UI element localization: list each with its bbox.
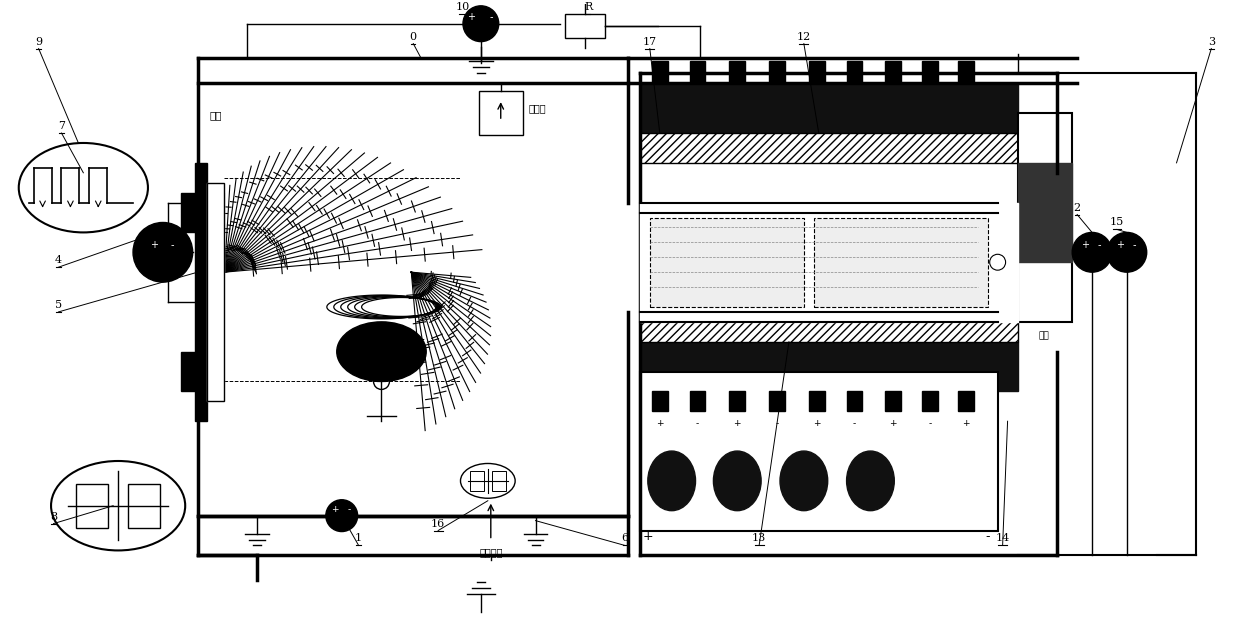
Circle shape [133, 223, 192, 282]
Bar [957, 61, 973, 83]
Circle shape [463, 6, 498, 42]
Circle shape [1107, 232, 1147, 272]
Text: +: + [813, 419, 821, 428]
Text: 反应气体: 反应气体 [479, 547, 502, 557]
Bar [769, 61, 785, 83]
Text: 6: 6 [621, 533, 629, 544]
Text: +: + [889, 419, 897, 428]
Bar [640, 342, 1018, 391]
Circle shape [326, 500, 357, 531]
Bar [640, 203, 1018, 322]
Bar [181, 193, 195, 232]
Bar [808, 61, 825, 83]
Ellipse shape [460, 464, 515, 498]
Bar [77, 484, 108, 528]
Bar [470, 471, 484, 491]
Bar [1018, 113, 1073, 322]
Bar [640, 133, 1018, 163]
Bar [640, 371, 998, 531]
Text: +: + [642, 531, 653, 544]
Ellipse shape [780, 451, 828, 511]
Bar [808, 391, 825, 411]
Text: 17: 17 [642, 37, 657, 46]
Bar [885, 391, 901, 411]
Text: 10: 10 [456, 2, 470, 12]
Text: 脉冲: 脉冲 [210, 110, 222, 120]
Text: +: + [734, 419, 742, 428]
Ellipse shape [647, 451, 696, 511]
Text: -: - [347, 505, 351, 514]
Text: 13: 13 [751, 533, 766, 544]
Bar [1018, 163, 1073, 262]
Text: +: + [467, 12, 475, 22]
Bar [813, 218, 988, 307]
Text: +: + [1081, 241, 1089, 250]
Bar [195, 163, 207, 421]
Text: -: - [929, 419, 931, 428]
Text: 12: 12 [797, 32, 811, 42]
Text: -: - [775, 419, 779, 428]
Ellipse shape [337, 322, 427, 381]
Text: -: - [489, 12, 492, 22]
Text: 8: 8 [50, 512, 57, 521]
Bar [923, 391, 937, 411]
Text: 3: 3 [1208, 37, 1215, 46]
Text: 0: 0 [409, 32, 417, 42]
Bar [729, 61, 745, 83]
Text: -: - [170, 241, 174, 250]
Text: +: + [656, 419, 663, 428]
Bar [885, 61, 901, 83]
Bar [207, 183, 224, 401]
Text: +: + [962, 419, 970, 428]
Text: -: - [853, 419, 856, 428]
Bar [689, 391, 706, 411]
Bar [640, 83, 1018, 133]
Bar [128, 484, 160, 528]
Bar [565, 14, 605, 38]
Text: 2: 2 [1074, 203, 1081, 213]
Bar [847, 61, 863, 83]
Text: 5: 5 [55, 300, 62, 310]
Bar [957, 391, 973, 411]
Text: -: - [986, 531, 990, 544]
Bar [769, 391, 785, 411]
Bar [207, 183, 224, 401]
Text: +: + [1116, 241, 1123, 250]
Bar [650, 218, 804, 307]
Text: -: - [696, 419, 699, 428]
Text: 14: 14 [996, 533, 1009, 544]
Ellipse shape [713, 451, 761, 511]
Text: -: - [1132, 241, 1136, 250]
Bar [640, 312, 1018, 342]
Text: 4: 4 [55, 255, 62, 265]
Bar [492, 471, 506, 491]
Bar [847, 391, 863, 411]
Text: +: + [150, 241, 157, 250]
Ellipse shape [51, 461, 185, 551]
Text: -: - [1097, 241, 1101, 250]
Bar [689, 61, 706, 83]
Circle shape [1073, 232, 1112, 272]
Bar [652, 391, 667, 411]
Text: 抽真空: 抽真空 [528, 103, 546, 113]
Text: 1: 1 [355, 533, 362, 544]
Text: +: + [331, 505, 339, 514]
Text: 9: 9 [35, 37, 42, 46]
Bar [923, 61, 937, 83]
Text: 16: 16 [432, 518, 445, 529]
Bar [729, 391, 745, 411]
Bar [652, 61, 667, 83]
Text: 7: 7 [58, 121, 64, 131]
Ellipse shape [19, 143, 148, 232]
Bar [181, 352, 195, 391]
Text: R: R [584, 2, 593, 12]
Text: 15: 15 [1110, 218, 1123, 228]
Bar [479, 91, 522, 135]
Ellipse shape [847, 451, 894, 511]
Text: 水冷: 水冷 [1039, 332, 1050, 341]
